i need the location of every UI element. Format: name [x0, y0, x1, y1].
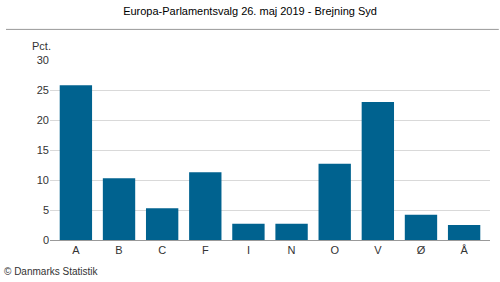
svg-text:30: 30	[37, 54, 49, 66]
svg-text:Å: Å	[460, 244, 468, 256]
svg-text:© Danmarks Statistik: © Danmarks Statistik	[4, 266, 99, 277]
svg-text:B: B	[115, 244, 122, 256]
svg-text:25: 25	[37, 84, 49, 96]
svg-text:Ø: Ø	[417, 244, 426, 256]
svg-text:0: 0	[43, 234, 49, 246]
svg-text:10: 10	[37, 174, 49, 186]
svg-text:N: N	[288, 244, 296, 256]
svg-text:O: O	[330, 244, 339, 256]
svg-text:F: F	[202, 244, 209, 256]
svg-text:15: 15	[37, 144, 49, 156]
svg-text:A: A	[72, 244, 80, 256]
svg-text:I: I	[247, 244, 250, 256]
svg-text:5: 5	[43, 204, 49, 216]
svg-text:20: 20	[37, 114, 49, 126]
svg-text:Pct.: Pct.	[32, 40, 51, 52]
svg-text:Europa-Parlamentsvalg 26. maj: Europa-Parlamentsvalg 26. maj 2019 - Bre…	[123, 5, 377, 17]
svg-text:C: C	[158, 244, 166, 256]
svg-text:V: V	[374, 244, 382, 256]
